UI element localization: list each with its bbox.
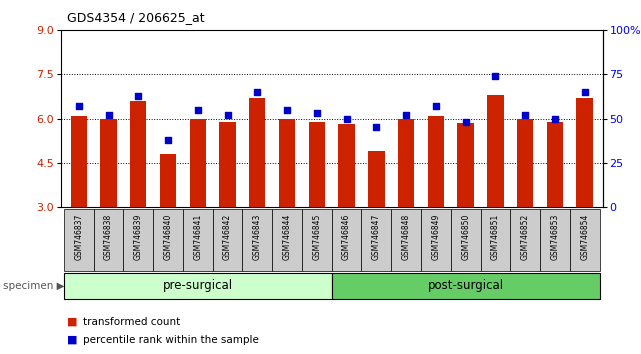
Text: GSM746845: GSM746845	[312, 214, 321, 260]
Text: GSM746842: GSM746842	[223, 214, 232, 260]
Point	[312, 110, 322, 116]
Point	[490, 73, 501, 79]
Bar	[190, 119, 206, 207]
Point	[74, 103, 84, 109]
Point	[342, 116, 352, 121]
Bar	[94, 209, 123, 271]
Bar	[421, 209, 451, 271]
Bar	[510, 209, 540, 271]
Bar	[272, 209, 302, 271]
Point	[431, 103, 441, 109]
Bar	[451, 209, 481, 271]
Text: ■: ■	[67, 317, 78, 327]
Bar	[487, 95, 504, 207]
Point	[133, 93, 144, 98]
Bar	[302, 209, 331, 271]
Bar	[428, 116, 444, 207]
Bar	[458, 123, 474, 207]
Text: GSM746844: GSM746844	[283, 214, 292, 260]
Text: GSM746846: GSM746846	[342, 214, 351, 260]
Point	[193, 107, 203, 113]
Point	[401, 112, 412, 118]
Bar	[71, 116, 87, 207]
Text: GSM746848: GSM746848	[402, 214, 411, 260]
Bar	[362, 209, 391, 271]
Bar	[101, 119, 117, 207]
Text: GSM746840: GSM746840	[163, 214, 172, 260]
Bar	[517, 119, 533, 207]
Bar	[213, 209, 242, 271]
Bar	[368, 151, 385, 207]
Bar	[309, 121, 325, 207]
Text: specimen ▶: specimen ▶	[3, 281, 65, 291]
Text: GSM746847: GSM746847	[372, 214, 381, 260]
Text: ■: ■	[67, 335, 78, 345]
Bar	[481, 209, 510, 271]
Bar	[540, 209, 570, 271]
Bar	[160, 154, 176, 207]
Bar	[547, 121, 563, 207]
Text: GSM746838: GSM746838	[104, 214, 113, 260]
Point	[550, 116, 560, 121]
Bar	[576, 98, 593, 207]
Text: GDS4354 / 206625_at: GDS4354 / 206625_at	[67, 11, 205, 24]
Bar	[332, 209, 362, 271]
Point	[460, 119, 470, 125]
Point	[252, 89, 262, 95]
Point	[282, 107, 292, 113]
Text: GSM746852: GSM746852	[520, 214, 529, 260]
Text: transformed count: transformed count	[83, 317, 181, 327]
Text: GSM746849: GSM746849	[431, 214, 440, 260]
Point	[163, 137, 173, 143]
Point	[371, 125, 381, 130]
Text: GSM746854: GSM746854	[580, 214, 589, 260]
Bar	[398, 119, 414, 207]
Bar	[64, 273, 332, 299]
Text: GSM746841: GSM746841	[194, 214, 203, 260]
Point	[222, 112, 233, 118]
Bar	[123, 209, 153, 271]
Text: percentile rank within the sample: percentile rank within the sample	[83, 335, 259, 345]
Bar	[183, 209, 213, 271]
Point	[103, 112, 113, 118]
Text: pre-surgical: pre-surgical	[163, 279, 233, 292]
Text: GSM746851: GSM746851	[491, 214, 500, 260]
Bar	[153, 209, 183, 271]
Bar	[219, 121, 236, 207]
Bar	[332, 273, 599, 299]
Bar	[338, 125, 354, 207]
Text: GSM746839: GSM746839	[134, 214, 143, 260]
Text: GSM746837: GSM746837	[74, 214, 83, 260]
Text: GSM746853: GSM746853	[551, 214, 560, 260]
Bar	[279, 119, 296, 207]
Bar	[64, 209, 94, 271]
Text: post-surgical: post-surgical	[428, 279, 504, 292]
Point	[520, 112, 530, 118]
Bar	[570, 209, 599, 271]
Bar	[391, 209, 421, 271]
Point	[579, 89, 590, 95]
Bar	[242, 209, 272, 271]
Bar	[130, 101, 146, 207]
Text: GSM746843: GSM746843	[253, 214, 262, 260]
Text: GSM746850: GSM746850	[461, 214, 470, 260]
Bar	[249, 98, 265, 207]
